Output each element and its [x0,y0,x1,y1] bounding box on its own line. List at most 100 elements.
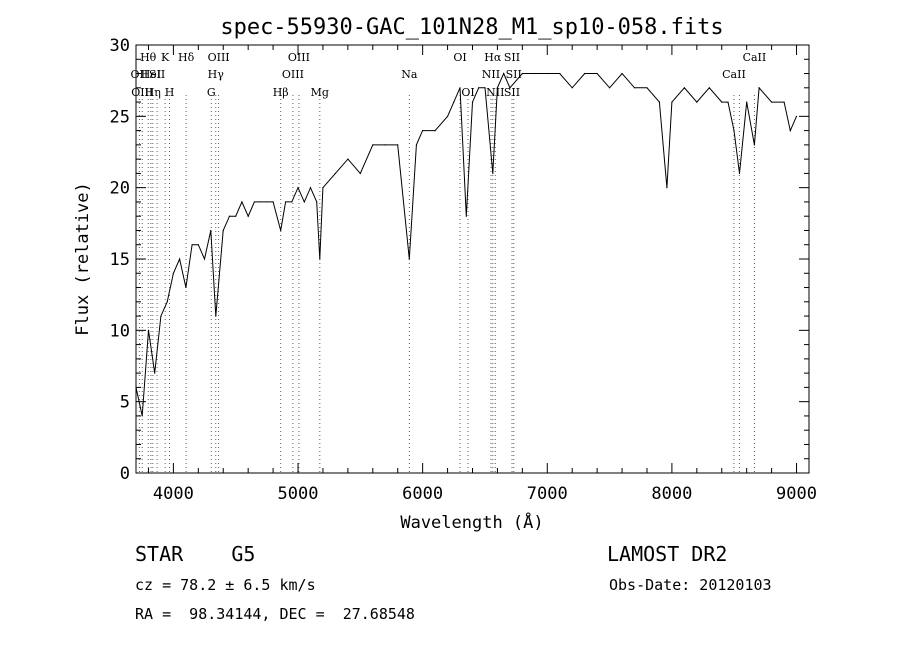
data-point-44 [459,87,461,89]
line-label-10: Hγ [208,68,225,81]
data-point-24 [284,201,287,203]
line-markers [138,95,755,473]
data-point-52 [509,87,511,89]
data-point-2 [147,329,150,331]
line-label-9: G [207,86,216,99]
series-layer [135,72,798,417]
line-label-25: CaII [722,68,746,81]
y-tick-label-10: 10 [110,321,130,341]
data-point-36 [384,144,386,146]
data-point-80 [795,115,798,117]
chart-title: spec-55930-GAC_101N28_M1_sp10-058.fits [220,15,723,40]
data-point-48 [484,87,486,89]
data-point-12 [210,229,212,232]
x-tick-label-7000: 7000 [527,484,568,504]
line-label-23: SII [506,68,522,81]
line-label-3: HeI [141,68,161,81]
data-point-57 [571,87,573,89]
data-point-8 [185,286,187,289]
data-point-45 [465,215,467,217]
data-point-28 [309,187,312,189]
line-label-14: OIII [288,51,310,64]
redshift-velocity: cz = 78.2 ± 6.5 km/s [135,576,316,594]
data-point-19 [253,201,255,203]
line-label-8: Hδ [178,51,195,64]
line-label-12: Hβ [273,86,289,99]
data-point-46 [471,101,474,103]
x-axis-label: Wavelength (Å) [400,511,543,533]
x-tick-label-8000: 8000 [651,484,692,504]
data-point-74 [746,101,748,103]
data-point-50 [496,87,499,89]
data-point-42 [446,115,449,117]
line-label-19: NII [482,68,500,81]
data-point-40 [422,130,424,132]
data-point-11 [203,258,206,260]
data-point-63 [646,87,648,89]
data-point-66 [671,101,673,103]
data-point-76 [758,87,760,89]
data-point-6 [172,272,174,274]
y-axis-label: Flux (relative) [73,182,93,336]
line-label-5: SII [149,68,165,81]
data-point-32 [334,172,337,174]
data-point-39 [415,144,418,146]
line-label-11: OIII [208,51,230,64]
data-point-61 [621,72,623,75]
data-point-17 [241,201,243,203]
data-point-41 [434,130,436,132]
data-point-25 [291,201,293,203]
data-point-56 [559,72,561,75]
data-point-51 [503,72,505,75]
data-point-78 [783,101,785,103]
data-point-1 [141,415,143,417]
data-point-49 [492,172,494,174]
data-point-65 [666,187,668,189]
data-point-20 [260,201,262,203]
y-tick-label-0: 0 [120,464,130,484]
data-point-59 [596,72,598,75]
line-labels: OII OIII Hθ HeI Hη SII K H Hδ G Hγ OIII Hβ OIII OIII Mg… [131,51,767,99]
line-label-6: K [161,51,170,64]
data-point-35 [372,144,374,146]
data-point-60 [608,87,611,89]
line-label-22: SII [504,51,520,64]
line-label-7: H [165,86,175,99]
data-point-71 [727,101,729,103]
data-point-72 [733,130,735,132]
y-tick-label-30: 30 [110,36,130,56]
data-point-73 [738,172,741,174]
line-label-1: OIII [131,86,153,99]
data-point-62 [633,87,636,89]
data-point-47 [478,87,480,89]
survey-name: LAMOST DR2 [607,542,728,566]
data-point-15 [228,215,231,217]
data-point-23 [280,229,282,232]
data-point-70 [721,101,723,103]
data-point-5 [166,301,168,303]
data-point-68 [696,101,698,103]
axis-ticks: 4000 5000 6000 7000 8000 9000 0 5 10 15 20 25 30 [110,36,817,504]
data-point-55 [546,72,548,75]
line-label-0: OII [131,68,149,81]
coordinates: RA = 98.34144, DEC = 27.68548 [135,605,415,623]
x-tick-label-6000: 6000 [402,484,443,504]
data-point-33 [347,158,349,160]
line-label-16: Na [401,68,418,81]
data-point-13 [215,315,217,317]
line-label-15: Mg [311,86,329,99]
line-label-24: SII [504,86,520,99]
x-tick-label-9000: 9000 [776,484,817,504]
data-point-34 [359,172,361,174]
data-point-37 [397,144,399,146]
data-point-77 [771,101,773,103]
data-point-27 [303,201,305,203]
line-label-2: Hθ [140,51,157,64]
data-point-64 [658,101,661,103]
data-point-21 [266,201,268,203]
data-point-29 [316,201,318,203]
x-tick-label-4000: 4000 [153,484,194,504]
data-point-58 [584,72,586,75]
object-class: STAR G5 [135,542,256,566]
